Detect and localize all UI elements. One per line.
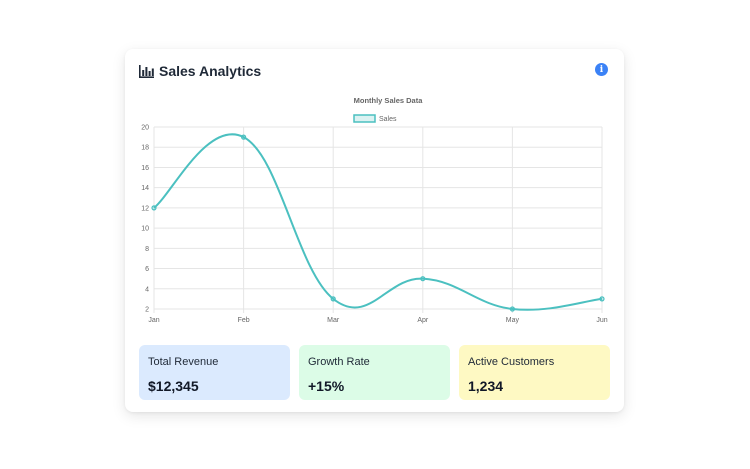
sales-line-chart: Monthly Sales Data Sales 2 4 6 8 10 12 14 16 18 20 J… (125, 89, 624, 329)
y-tick-label: 18 (141, 145, 149, 152)
legend-label: Sales (379, 116, 397, 123)
info-icon[interactable]: i (595, 63, 608, 76)
stat-value: +15% (308, 378, 345, 394)
y-tick-label: 2 (145, 307, 149, 314)
y-tick-label: 16 (141, 165, 149, 172)
sales-analytics-card: Sales Analytics i Monthly Sales Data Sale… (125, 49, 624, 412)
x-tick-label: Jun (596, 317, 607, 324)
data-point (240, 134, 247, 140)
data-point (420, 276, 426, 282)
legend-swatch (353, 114, 376, 123)
x-tick-label: Mar (327, 317, 340, 324)
y-tick-label: 8 (145, 246, 149, 253)
sales-series-line (153, 133, 603, 311)
stat-value: 1,234 (468, 378, 504, 394)
y-tick-label: 10 (141, 226, 149, 233)
y-tick-label: 12 (141, 205, 149, 212)
stat-label: Growth Rate (308, 356, 370, 368)
y-tick-label: 6 (145, 266, 149, 273)
y-tick-label: 14 (141, 185, 149, 192)
card-header: Sales Analytics i (139, 61, 610, 81)
x-tick-label: Jan (148, 317, 159, 324)
chart-title: Monthly Sales Data (354, 96, 424, 105)
stat-label: Active Customers (468, 356, 555, 368)
stat-card-growth: Growth Rate +15% (299, 345, 450, 400)
stats-row: Total Revenue $12,345 Growth Rate +15% A… (139, 345, 610, 400)
x-tick-label: Feb (238, 317, 250, 324)
data-point (599, 296, 605, 302)
stat-card-revenue: Total Revenue $12,345 (139, 345, 290, 400)
x-tick-label: Apr (417, 317, 429, 324)
bar-chart-icon (139, 64, 154, 78)
x-tick-label: May (506, 317, 520, 324)
stat-value: $12,345 (148, 378, 199, 394)
data-point (330, 296, 336, 302)
stat-card-customers: Active Customers 1,234 (459, 345, 610, 400)
y-tick-label: 20 (141, 125, 149, 132)
data-point (509, 306, 515, 312)
data-point (151, 205, 157, 211)
page-title: Sales Analytics (159, 63, 262, 79)
stat-label: Total Revenue (148, 356, 219, 368)
y-tick-label: 4 (145, 286, 149, 293)
